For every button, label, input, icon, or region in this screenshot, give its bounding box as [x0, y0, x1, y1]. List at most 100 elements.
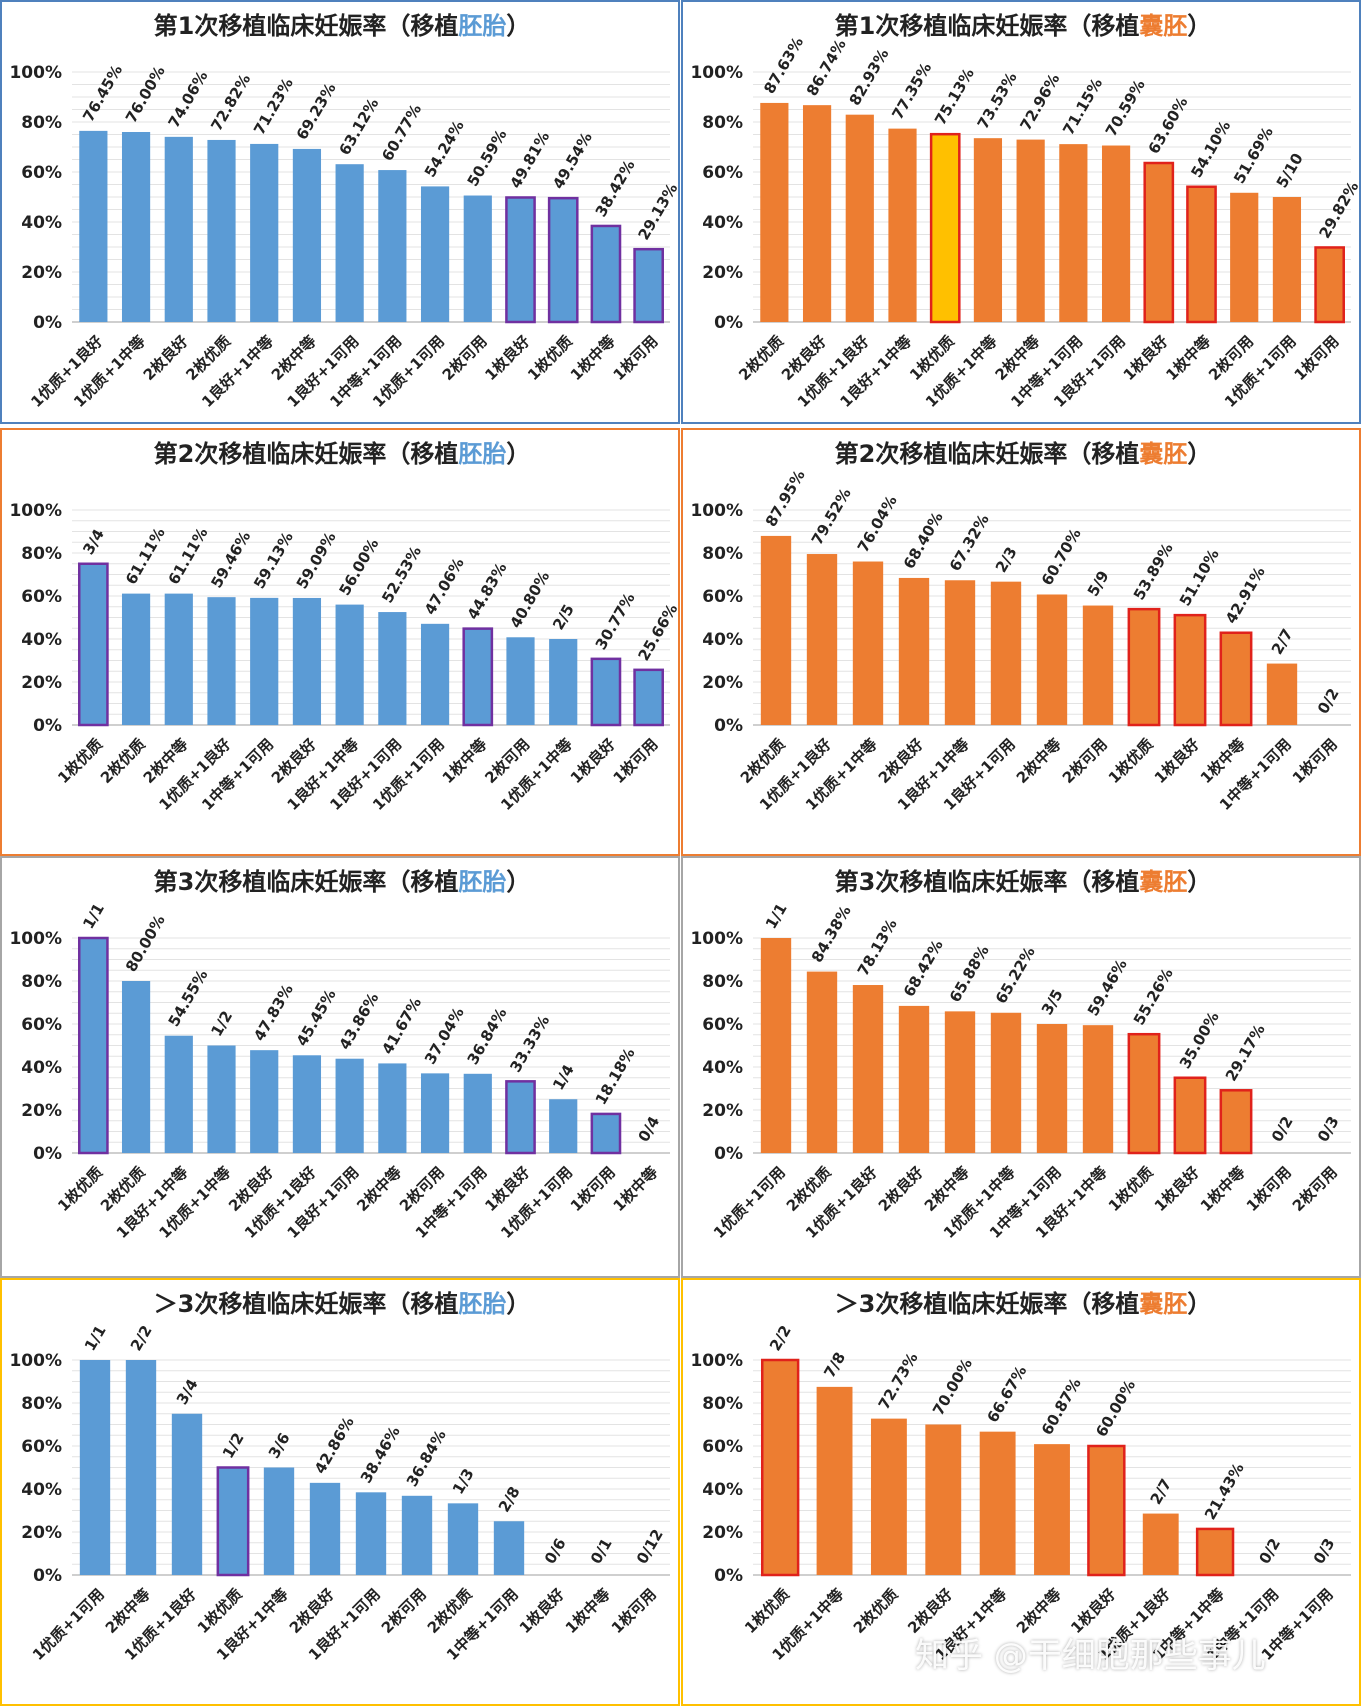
chart-svg-5: 第3次移植临床妊娠率（移植胚胎） 0% 20% 40% 60% 80% 100% 1/1 1枚优…	[9, 868, 670, 1242]
bar-1枚中等	[590, 224, 622, 324]
bar-2枚良好	[164, 136, 193, 322]
data-label: 49.54%	[549, 129, 596, 192]
chart-title-prefix: 第2次移植临床妊娠率（移植	[835, 440, 1140, 468]
bar-1优质+1良好	[171, 1413, 203, 1575]
data-label: 59.09%	[293, 529, 340, 592]
x-tick-label: 1枚良好	[567, 735, 619, 787]
y-tick-label: 100%	[690, 1351, 743, 1371]
bar-1良好+1中等	[888, 128, 917, 322]
bar-1优质+1中等	[121, 132, 151, 322]
y-tick-label: 80%	[702, 113, 743, 133]
x-tick-label: 1枚可用	[1289, 735, 1341, 787]
bar-1良好+1可用	[335, 164, 364, 322]
data-label: 68.42%	[900, 937, 947, 1000]
x-tick-label: 1枚可用	[1243, 1163, 1295, 1215]
bar-1良好+1可用	[355, 1492, 387, 1575]
y-tick-label: 80%	[702, 972, 743, 992]
bar-1良好+1可用	[1101, 145, 1131, 322]
y-tick-label: 0%	[714, 1144, 743, 1164]
y-tick-label: 20%	[702, 673, 743, 693]
y-tick-label: 20%	[21, 1101, 62, 1121]
chart-title-suffix: ）	[1187, 868, 1211, 896]
bar-1枚良好	[1087, 1444, 1126, 1577]
data-label: 1/3	[449, 1466, 478, 1498]
data-label: 7/8	[820, 1349, 849, 1381]
data-label: 79.52%	[808, 485, 855, 548]
chart-title-accent: 囊胚	[1139, 12, 1187, 40]
x-tick-label: 1枚良好	[481, 332, 533, 384]
x-tick-label: 1枚优质	[1105, 1163, 1157, 1215]
bar-1枚良好	[505, 1080, 536, 1155]
bar-1优质+1可用	[79, 1360, 111, 1575]
data-label: 18.18%	[592, 1045, 639, 1108]
bar-1枚中等	[1186, 185, 1217, 324]
bar-2枚良好	[898, 577, 930, 725]
x-tick-label: 1枚中等	[439, 735, 491, 787]
y-tick-label: 40%	[21, 630, 62, 650]
bar-1优质+1可用	[420, 623, 450, 725]
y-tick-label: 40%	[702, 630, 743, 650]
bar-1枚优质	[1127, 607, 1161, 727]
y-tick-label: 80%	[21, 972, 62, 992]
data-label: 82.93%	[846, 46, 893, 109]
data-label: 44.83%	[464, 560, 511, 623]
bar-1良好+1中等	[335, 604, 364, 725]
data-label: 2/7	[1147, 1476, 1176, 1508]
data-label: 30.77%	[592, 590, 639, 653]
data-label: 0/1	[587, 1535, 616, 1567]
bar-2枚优质	[207, 139, 236, 322]
x-tick-label: 1枚中等	[562, 1585, 614, 1637]
data-label: 76.04%	[854, 492, 901, 555]
y-tick-label: 100%	[9, 929, 62, 949]
y-tick-label: 0%	[33, 716, 62, 736]
y-tick-label: 100%	[690, 501, 743, 521]
data-label: 69.23%	[293, 80, 340, 143]
chart-title: 第1次移植临床妊娠率（移植胚胎）	[154, 12, 531, 40]
bar-2枚良好	[250, 1050, 279, 1153]
y-tick-label: 0%	[33, 1144, 62, 1164]
y-tick-label: 40%	[702, 1480, 743, 1500]
x-tick-label: 1枚可用	[610, 735, 662, 787]
x-tick-label: 1枚中等	[567, 332, 619, 384]
y-tick-label: 100%	[9, 501, 62, 521]
bar-2枚良好	[292, 597, 322, 725]
bar-1枚良好	[1173, 613, 1207, 727]
data-label: 60.87%	[1038, 1375, 1085, 1438]
bar-1枚优质	[78, 562, 109, 727]
bar-1优质+1中等	[990, 1012, 1022, 1153]
data-label: 54.24%	[421, 117, 468, 180]
chart-title-accent: 囊胚	[1139, 1290, 1187, 1318]
chart-title: ＞3次移植临床妊娠率（移植胚胎）	[154, 1290, 531, 1318]
chart-svg-6: 第3次移植临床妊娠率（移植囊胚） 0% 20% 40% 60% 80% 100% 1/1 1优质…	[690, 868, 1351, 1242]
chart-title-accent: 囊胚	[1139, 440, 1187, 468]
data-label: 86.74%	[803, 36, 850, 99]
x-tick-label: 2枚良好	[140, 332, 192, 384]
data-label: 0/2	[1255, 1535, 1284, 1567]
y-tick-label: 60%	[702, 587, 743, 607]
bar-1优质+1良好	[1142, 1513, 1179, 1575]
bar-1良好+1可用	[378, 612, 407, 725]
data-label: 1/1	[81, 1322, 110, 1354]
x-tick-label: 2枚可用	[1289, 1163, 1341, 1215]
bar-1枚优质	[547, 196, 579, 324]
bar-1优质+1中等	[816, 1386, 853, 1575]
y-tick-label: 80%	[21, 544, 62, 564]
bar-1枚中等	[462, 627, 494, 727]
bar-1优质+1可用	[760, 938, 792, 1153]
chart-title-suffix: ）	[506, 440, 530, 468]
data-label: 78.13%	[854, 916, 901, 979]
y-tick-label: 0%	[33, 1566, 62, 1586]
data-label: 25.66%	[635, 601, 682, 664]
chart-panel-7: ＞3次移植临床妊娠率（移植胚胎） 0% 20% 40% 60% 80% 100% 1/1 1优质…	[0, 1278, 680, 1706]
data-label: 73.53%	[974, 69, 1021, 132]
chart-title-prefix: 第1次移植临床妊娠率（移植	[154, 12, 459, 40]
bar-1枚可用	[1314, 246, 1345, 324]
data-label: 35.00%	[1176, 1009, 1223, 1072]
y-tick-label: 40%	[21, 213, 62, 233]
y-tick-label: 60%	[21, 1437, 62, 1457]
bar-2枚中等	[125, 1360, 157, 1575]
bar-1良好+1中等	[250, 143, 279, 322]
data-label: 0/4	[635, 1113, 664, 1145]
chart-title-accent: 胚胎	[457, 12, 506, 40]
data-label: 63.12%	[336, 95, 383, 158]
